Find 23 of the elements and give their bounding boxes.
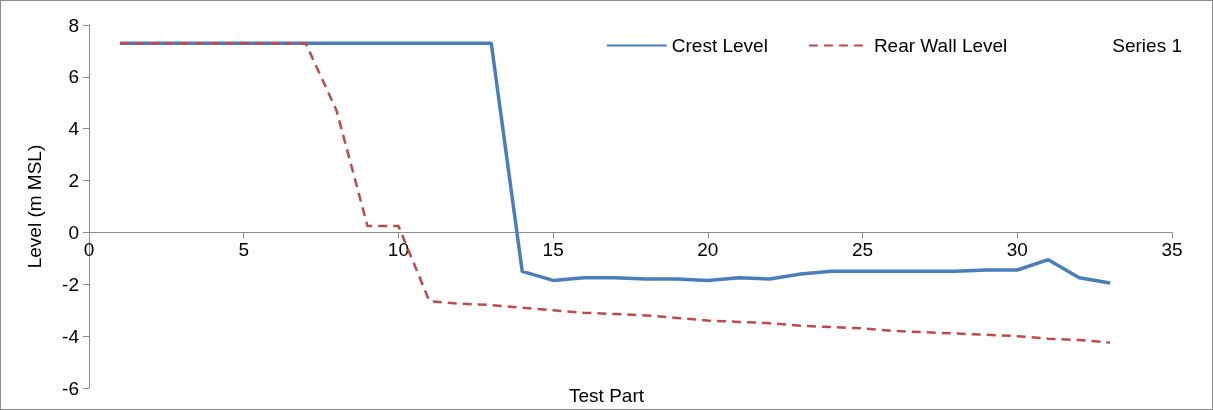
x-tick-label: 30 <box>1006 239 1028 261</box>
y-tick-label: 2 <box>68 170 79 192</box>
line-series <box>118 41 1112 285</box>
y-tick-label: -6 <box>62 377 79 399</box>
y-tick-label: -4 <box>62 325 80 347</box>
text: Series 1 <box>1112 35 1182 56</box>
x-tick-label: 20 <box>697 239 719 261</box>
y-tick-label: 0 <box>68 221 79 243</box>
legend-label: Crest Level <box>671 35 768 56</box>
x-tick-label: 5 <box>238 239 249 261</box>
line-series <box>118 41 1112 344</box>
y-tick-label: 8 <box>68 14 79 36</box>
legend-label: Rear Wall Level <box>873 35 1008 56</box>
x-tick-label: 25 <box>852 239 874 261</box>
x-tick-label: 10 <box>387 239 409 261</box>
x-tick-label: 0 <box>83 239 95 261</box>
y-tick-label: 4 <box>68 118 80 140</box>
x-tick-label: 35 <box>1161 239 1183 261</box>
y-axis-title: Level (m MSL) <box>24 144 45 269</box>
x-axis-title: Test Part <box>569 385 645 406</box>
y-tick-label: -2 <box>62 273 79 295</box>
x-tick-label: 15 <box>542 239 564 261</box>
y-tick-label: 6 <box>68 66 79 88</box>
